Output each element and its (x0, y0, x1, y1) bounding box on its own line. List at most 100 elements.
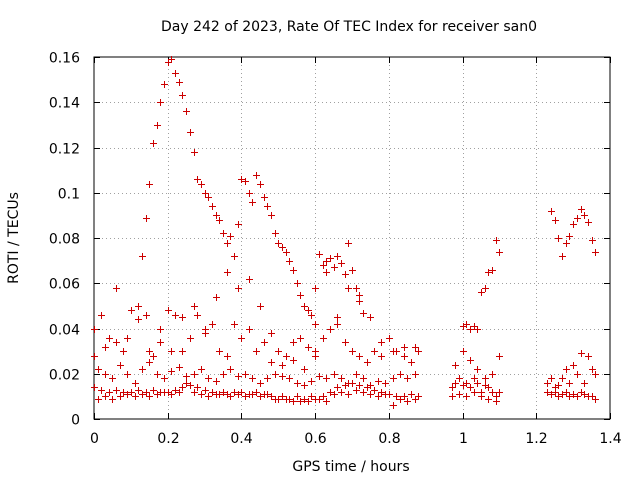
data-point (297, 398, 304, 405)
data-point (397, 396, 404, 403)
data-point (342, 339, 349, 346)
data-point (172, 312, 179, 319)
data-point (496, 389, 503, 396)
data-point (493, 237, 500, 244)
data-point (128, 307, 135, 314)
data-point (216, 348, 223, 355)
data-point (235, 221, 242, 228)
data-point (566, 380, 573, 387)
data-point (187, 382, 194, 389)
data-point (146, 181, 153, 188)
data-point (312, 285, 319, 292)
data-point (183, 108, 190, 115)
data-point (371, 348, 378, 355)
x-tick-label: 1.2 (525, 431, 547, 447)
data-point (261, 339, 268, 346)
data-point (356, 353, 363, 360)
data-point (574, 371, 581, 378)
data-point (213, 391, 220, 398)
data-point (316, 251, 323, 258)
data-point (305, 344, 312, 351)
data-point (102, 371, 109, 378)
data-point (235, 373, 242, 380)
data-point (375, 378, 382, 385)
data-point (231, 253, 238, 260)
data-point (471, 323, 478, 330)
data-point (338, 375, 345, 382)
data-point (574, 215, 581, 222)
data-point (95, 396, 102, 403)
data-point (102, 344, 109, 351)
data-point (213, 294, 220, 301)
data-point (401, 393, 408, 400)
data-point (360, 375, 367, 382)
data-point (246, 326, 253, 333)
data-point (179, 384, 186, 391)
data-point (294, 393, 301, 400)
data-point (294, 280, 301, 287)
data-point (150, 387, 157, 394)
data-point (589, 393, 596, 400)
data-point (168, 391, 175, 398)
data-point (220, 371, 227, 378)
data-point (349, 348, 356, 355)
data-point (478, 289, 485, 296)
data-point (323, 258, 330, 265)
data-point (257, 303, 264, 310)
data-point (146, 348, 153, 355)
data-point (563, 240, 570, 247)
data-point (474, 366, 481, 373)
data-point (353, 371, 360, 378)
data-point (356, 298, 363, 305)
data-point (401, 344, 408, 351)
data-point (356, 382, 363, 389)
data-point (179, 348, 186, 355)
data-point (235, 391, 242, 398)
data-point (375, 393, 382, 400)
data-point (198, 391, 205, 398)
data-point (585, 219, 592, 226)
data-point (548, 375, 555, 382)
data-point (555, 382, 562, 389)
data-point (290, 339, 297, 346)
data-point (253, 348, 260, 355)
data-point (585, 353, 592, 360)
data-point (279, 393, 286, 400)
data-point (268, 359, 275, 366)
data-point (574, 393, 581, 400)
data-point (275, 348, 282, 355)
data-point (91, 384, 98, 391)
data-point (412, 371, 419, 378)
data-point (382, 380, 389, 387)
data-point (224, 240, 231, 247)
data-point (113, 339, 120, 346)
data-point (592, 371, 599, 378)
data-point (91, 353, 98, 360)
data-point (161, 375, 168, 382)
data-point (555, 393, 562, 400)
x-tick-label: 0.4 (230, 431, 252, 447)
data-point (253, 389, 260, 396)
data-point (489, 389, 496, 396)
data-point (109, 396, 116, 403)
data-point (449, 393, 456, 400)
axis-ticks: 0 0.2 0.4 0.6 0.8 1 1.2 1.4 0 0.02 0.04 0.06 0.08 0.1… (49, 51, 622, 448)
data-point (98, 387, 105, 394)
data-point (157, 99, 164, 106)
data-point (268, 212, 275, 219)
data-point (308, 312, 315, 319)
data-point (238, 335, 245, 342)
data-point (342, 271, 349, 278)
data-point (139, 391, 146, 398)
data-point (305, 398, 312, 405)
data-point (135, 387, 142, 394)
data-point (364, 359, 371, 366)
data-point (165, 307, 172, 314)
data-point (120, 348, 127, 355)
data-point (345, 380, 352, 387)
data-point (124, 371, 131, 378)
data-point (187, 335, 194, 342)
data-point (578, 350, 585, 357)
data-point (559, 253, 566, 260)
data-point (401, 353, 408, 360)
